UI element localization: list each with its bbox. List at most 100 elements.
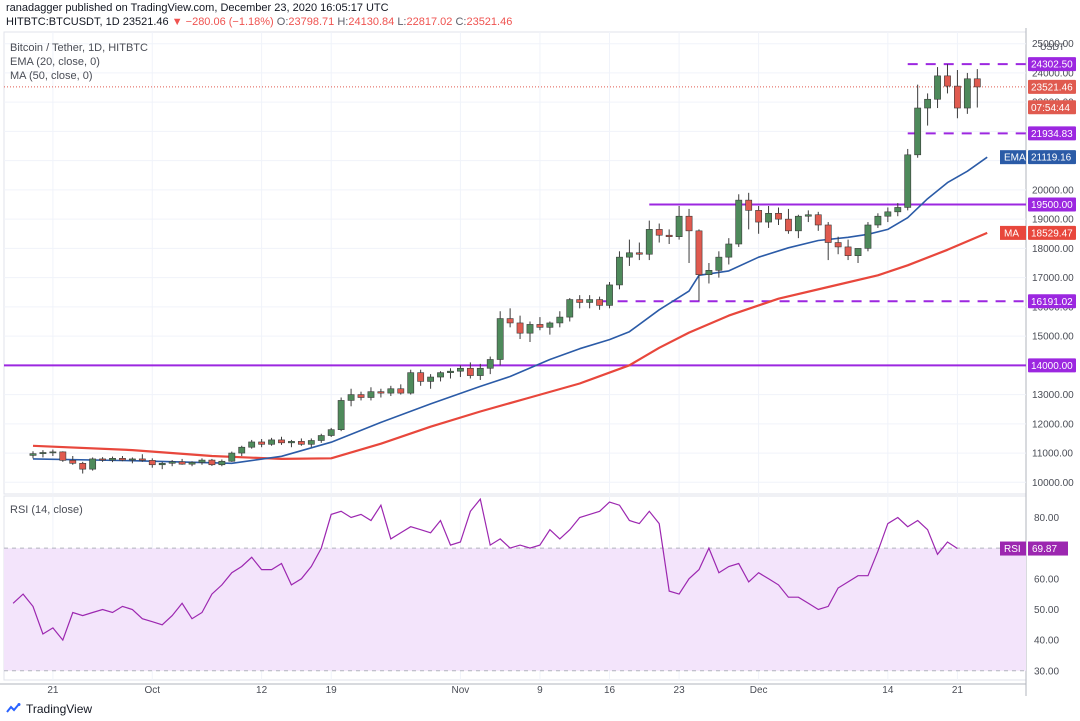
candle-body bbox=[337, 400, 345, 430]
publish-info: ranadagger published on TradingView.com,… bbox=[6, 2, 389, 14]
candle-body bbox=[973, 78, 981, 88]
high-value: 24130.84 bbox=[348, 16, 395, 28]
candle-body bbox=[556, 316, 564, 324]
candle-body bbox=[447, 370, 454, 373]
tradingview-brand-label: TradingView bbox=[26, 702, 93, 716]
price-tick-label: 13000.00 bbox=[1032, 390, 1074, 401]
price-tick-label: 15000.00 bbox=[1032, 332, 1074, 343]
low-value: 22817.02 bbox=[406, 16, 453, 28]
level-tag-text: 14000.00 bbox=[1031, 361, 1073, 372]
candle-body bbox=[675, 215, 683, 237]
candle-body bbox=[377, 391, 385, 394]
candle-body bbox=[834, 242, 842, 248]
time-tick-label: 9 bbox=[537, 685, 543, 696]
ma-tag-prefix-text: MA bbox=[1004, 228, 1019, 239]
ema-tag bbox=[1028, 150, 1076, 165]
time-tick-label: 12 bbox=[256, 685, 268, 696]
candle-body bbox=[586, 299, 594, 303]
candle-body bbox=[725, 243, 733, 258]
candle-body bbox=[516, 322, 524, 334]
candle-body bbox=[884, 211, 892, 217]
level-tag-text: 16191.02 bbox=[1031, 297, 1073, 308]
open-label: O: bbox=[276, 16, 289, 28]
candle-body bbox=[536, 324, 544, 328]
candle-body bbox=[258, 441, 266, 445]
level-tag bbox=[1028, 197, 1076, 212]
legend-ema[interactable]: EMA (20, close, 0) bbox=[10, 56, 100, 68]
ma-tag bbox=[1028, 225, 1076, 240]
candle-body bbox=[655, 229, 663, 236]
price-tick-label: 24000.00 bbox=[1032, 68, 1074, 79]
level-tag bbox=[1028, 358, 1076, 373]
candle-body bbox=[745, 199, 753, 211]
countdown-tag bbox=[1028, 100, 1076, 115]
candle-body bbox=[288, 441, 295, 444]
price-tick-label: 10000.00 bbox=[1032, 478, 1074, 489]
candle-body bbox=[148, 460, 156, 466]
candle-body bbox=[417, 372, 425, 382]
time-tick-label: Dec bbox=[750, 685, 768, 696]
price-change: ▼ −280.06 (−1.18%) bbox=[171, 16, 274, 28]
candle-body bbox=[755, 210, 763, 223]
chart-area[interactable]: 10000.00 11000.00 12000.00 13000.00 14000.00… bbox=[0, 0, 1080, 700]
candle-body bbox=[39, 452, 47, 454]
time-tick-label: 21 bbox=[952, 685, 964, 696]
time-tick-label: Oct bbox=[144, 685, 160, 696]
rsi-tick-label: 80.00 bbox=[1034, 513, 1059, 524]
candle-body bbox=[705, 270, 713, 275]
candle-body bbox=[457, 367, 464, 372]
candle-body bbox=[645, 229, 653, 255]
candle-body bbox=[228, 452, 236, 462]
candle-body bbox=[496, 318, 504, 360]
level-tag-text: 19500.00 bbox=[1031, 200, 1073, 211]
legend-ma[interactable]: MA (50, close, 0) bbox=[10, 70, 93, 82]
rsi-tick-label: 50.00 bbox=[1034, 605, 1059, 616]
candle-body bbox=[606, 284, 613, 306]
ema-line bbox=[32, 156, 988, 465]
candle-body bbox=[307, 440, 315, 445]
candle-body bbox=[69, 460, 77, 464]
ma-line bbox=[32, 231, 988, 460]
symbol-name[interactable]: HITBTC:BTCUSDT, 1D bbox=[6, 16, 120, 28]
candle-body bbox=[794, 215, 802, 232]
candle-body bbox=[616, 256, 623, 286]
candle-body bbox=[158, 462, 166, 466]
rsi-tick-label: 60.00 bbox=[1034, 574, 1059, 585]
candle-body bbox=[138, 458, 146, 461]
time-tick-label: 21 bbox=[47, 685, 59, 696]
candle-body bbox=[109, 458, 116, 461]
candle-body bbox=[864, 224, 872, 249]
close-label: C: bbox=[455, 16, 467, 28]
candle-body bbox=[924, 98, 931, 109]
candle-body bbox=[685, 215, 693, 232]
candle-body bbox=[506, 318, 514, 324]
candle-body bbox=[168, 461, 176, 464]
time-tick-label: 19 bbox=[326, 685, 338, 696]
candle-body bbox=[596, 299, 603, 306]
candle-body bbox=[278, 439, 285, 444]
candle-body bbox=[89, 458, 97, 470]
candle-body bbox=[347, 394, 355, 401]
price-tick-label: 20000.00 bbox=[1032, 185, 1074, 196]
candle-body bbox=[367, 391, 375, 398]
candle-body bbox=[695, 230, 703, 275]
rsi-tag-prefix-text: RSI bbox=[1004, 544, 1021, 555]
candle-body bbox=[735, 199, 743, 245]
last-price-tag bbox=[1028, 79, 1076, 94]
level-tag-text: 24302.50 bbox=[1031, 60, 1073, 71]
rsi-band bbox=[4, 548, 1026, 671]
candle-body bbox=[785, 218, 792, 232]
level-tag bbox=[1028, 126, 1076, 141]
candle-body bbox=[904, 154, 912, 208]
candle-body bbox=[854, 248, 862, 256]
time-tick-label: 16 bbox=[604, 685, 616, 696]
tradingview-brand[interactable]: TradingView bbox=[6, 702, 92, 716]
candle-body bbox=[546, 322, 554, 328]
candle-body bbox=[238, 446, 246, 454]
candle-body bbox=[427, 376, 434, 382]
candle-body bbox=[874, 215, 882, 226]
countdown-tag-text: 07:54:44 bbox=[1031, 103, 1070, 114]
candle-body bbox=[129, 458, 136, 461]
legend-rsi[interactable]: RSI (14, close) bbox=[10, 504, 83, 516]
candle-body bbox=[804, 214, 812, 217]
